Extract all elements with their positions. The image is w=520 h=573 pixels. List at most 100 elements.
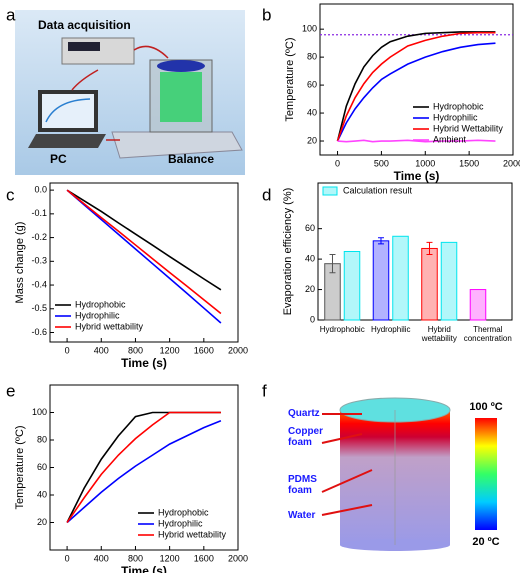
panel-letter: b xyxy=(262,5,271,24)
x-tick-label: Thermal concentration xyxy=(463,325,512,343)
panel-letter: a xyxy=(6,5,16,24)
label-water: Water xyxy=(288,510,316,521)
error-bar xyxy=(426,241,433,256)
y-tick-label: 40 xyxy=(305,253,315,263)
bar xyxy=(372,240,390,321)
legend-label: Hybrid wettability xyxy=(158,529,227,539)
legend-label: Hydrophobic xyxy=(75,299,126,309)
laptop-base xyxy=(28,134,106,148)
x-tick-label: 800 xyxy=(128,345,143,355)
legend-label: Hydrophobic xyxy=(433,101,484,111)
x-tick-label: Hybrid wettability xyxy=(421,325,457,343)
x-tick-label: 0 xyxy=(65,345,70,355)
label-quartz: Quartz xyxy=(288,408,320,419)
y-tick-label: 60 xyxy=(37,462,47,472)
legend-label: Hydrophilic xyxy=(75,310,120,320)
colorbar-label: 100 ºC xyxy=(469,401,502,413)
data-line xyxy=(336,42,496,142)
legend-label: Hybrid Wettability xyxy=(433,123,503,133)
x-tick-label: 1600 xyxy=(194,345,214,355)
x-tick-label: 1200 xyxy=(160,345,180,355)
panel-letter: f xyxy=(262,381,267,400)
plot-frame xyxy=(319,3,514,156)
display xyxy=(68,42,100,51)
plot-frame xyxy=(317,182,513,321)
bar xyxy=(343,251,361,321)
legend-label: Hydrophobic xyxy=(158,507,209,517)
y-tick-label: -0.5 xyxy=(31,303,47,313)
foam-top xyxy=(157,60,205,72)
bar xyxy=(421,247,438,321)
data-line xyxy=(66,189,222,324)
illustration-label: Data acquisition xyxy=(38,18,131,32)
bar xyxy=(440,241,458,321)
sample xyxy=(160,72,202,122)
x-tick-label: 0 xyxy=(65,553,70,563)
x-tick-label: 2000 xyxy=(228,553,248,563)
y-tick-label: 80 xyxy=(307,52,317,62)
y-tick-label: 20 xyxy=(307,135,317,145)
y-tick-label: 100 xyxy=(302,24,317,34)
x-axis-label: Time (s) xyxy=(121,356,167,370)
data-line xyxy=(66,411,221,523)
y-tick-label: -0.1 xyxy=(31,208,47,218)
y-tick-label: -0.6 xyxy=(31,327,47,337)
y-tick-label: -0.3 xyxy=(31,256,47,266)
x-tick-label: 1200 xyxy=(160,553,180,563)
plot-frame xyxy=(49,384,239,551)
illustration-label: Balance xyxy=(168,152,214,166)
legend-label: Hybrid wettability xyxy=(75,321,144,331)
y-tick-label: 0.0 xyxy=(34,184,47,194)
colorbar-label: 20 ºC xyxy=(472,536,499,548)
y-axis-label: Temperature (ºC) xyxy=(284,37,296,121)
x-tick-label: 2000 xyxy=(228,345,248,355)
y-axis-label: Mass change (g) xyxy=(14,222,26,304)
y-tick-label: 20 xyxy=(305,284,315,294)
panel-letter: e xyxy=(6,381,15,400)
legend-swatch xyxy=(322,186,338,196)
colorbar xyxy=(475,418,497,530)
data-line xyxy=(336,31,496,142)
data-line xyxy=(66,189,222,291)
bar xyxy=(392,235,409,321)
y-tick-label: 40 xyxy=(37,489,47,499)
x-tick-label: Hydrophilic xyxy=(370,325,411,334)
cables xyxy=(71,45,169,141)
y-tick-label: 40 xyxy=(307,107,317,117)
legend-label: Hydrophilic xyxy=(433,112,478,122)
bar xyxy=(469,289,487,321)
x-tick-label: 800 xyxy=(128,553,143,563)
data-line xyxy=(336,31,496,142)
x-tick-label: 400 xyxy=(94,345,109,355)
plot-frame xyxy=(49,182,239,343)
data-line xyxy=(337,139,496,143)
panel-letter: c xyxy=(6,185,15,204)
y-tick-label: 20 xyxy=(37,517,47,527)
y-axis-label: Evaporation efficiency (%) xyxy=(282,188,294,316)
x-tick-label: 500 xyxy=(374,158,389,168)
x-tick-label: 2000 xyxy=(503,158,520,168)
x-tick-label: 1500 xyxy=(459,158,479,168)
legend-label: Calculation result xyxy=(343,185,413,195)
y-tick-label: 80 xyxy=(37,434,47,444)
screen-curve xyxy=(45,98,91,123)
y-tick-label: -0.4 xyxy=(31,279,47,289)
x-axis-label: Time (s) xyxy=(121,564,167,573)
y-tick-label: 100 xyxy=(32,407,47,417)
data-line xyxy=(66,189,222,315)
y-tick-label: 0 xyxy=(310,314,315,324)
data-line xyxy=(66,420,222,524)
error-bar xyxy=(329,254,336,274)
panel-letter: d xyxy=(262,185,271,204)
x-tick-label: 400 xyxy=(94,553,109,563)
legend-label: Ambient xyxy=(433,134,467,144)
label-copper: Copper foam xyxy=(288,426,323,448)
x-tick-label: 0 xyxy=(335,158,340,168)
error-bar xyxy=(377,237,384,245)
x-tick-label: 1600 xyxy=(194,553,214,563)
y-tick-label: 60 xyxy=(305,223,315,233)
y-axis-label: Temperature (ºC) xyxy=(14,425,26,509)
pointer-arrows xyxy=(321,413,373,516)
